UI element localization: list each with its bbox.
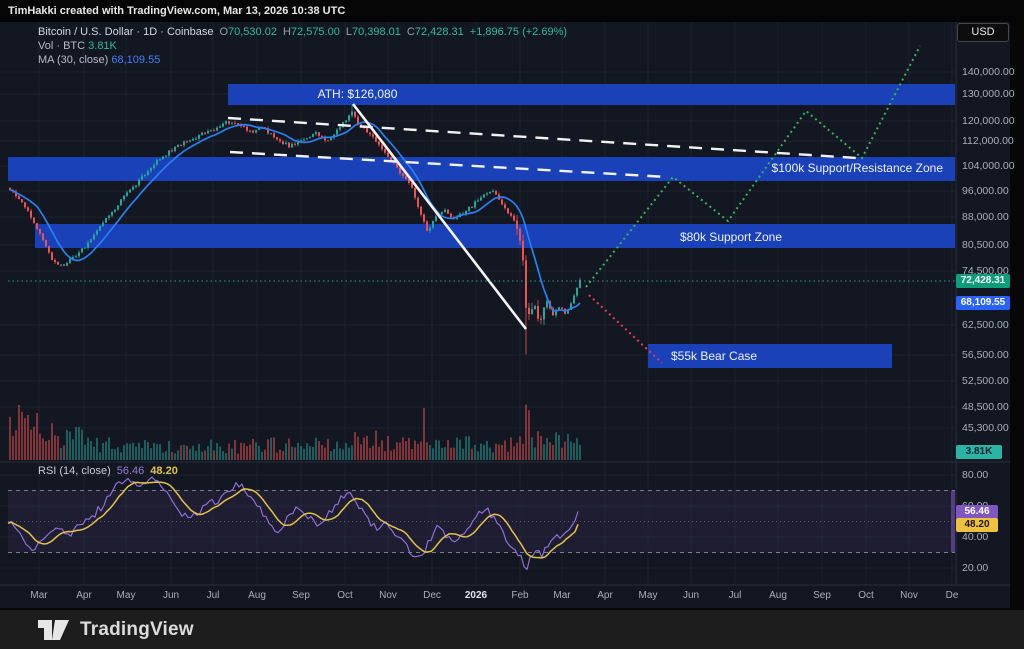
time-axis-tick: Jul xyxy=(728,590,742,601)
bear-case-label[interactable]: $55k Bear Case xyxy=(671,349,758,363)
ma-indicator-label[interactable]: MA (30, close) xyxy=(38,54,109,66)
tradingview-logo-icon[interactable] xyxy=(36,618,71,642)
time-axis-tick: Dec xyxy=(423,590,441,601)
time-axis-tick: Apr xyxy=(597,590,613,601)
price-axis-tick: 120,000.00 xyxy=(962,115,1015,127)
price-axis-tick: 88,000.00 xyxy=(962,211,1009,223)
rsi-value-badge: 56.46 xyxy=(956,505,998,519)
price-axis-tick: 48,500.00 xyxy=(962,401,1009,413)
price-axis-tick: 130,000.00 xyxy=(962,88,1015,100)
price-axis-tick: 140,000.00 xyxy=(962,66,1015,78)
time-axis-tick: Mar xyxy=(30,590,48,601)
volume-indicator-label[interactable]: Vol · BTC xyxy=(38,40,86,52)
volume-badge: 3.81K xyxy=(956,445,1002,459)
time-axis-tick: May xyxy=(638,590,658,601)
price-axis-tick: 62,500.00 xyxy=(962,319,1009,331)
ma-price-badge: 68,109.55 xyxy=(956,296,1010,310)
symbol-legend: Bitcoin / U.S. Dollar · 1D · Coinbase O70… xyxy=(38,25,567,67)
time-axis-tick: Jun xyxy=(682,590,700,601)
time-axis-tick: Nov xyxy=(900,590,918,601)
ohlc-key: C xyxy=(406,26,415,38)
time-axis-tick: Sep xyxy=(813,590,831,601)
ohlc-value: 70,398.01 xyxy=(351,26,401,38)
price-axis-tick: 20.00 xyxy=(962,562,989,574)
time-axis-tick: Mar xyxy=(553,590,571,601)
time-axis-tick: Feb xyxy=(511,590,529,601)
rsi-value: 56.46 xyxy=(116,465,145,477)
right-margin xyxy=(1010,22,1024,608)
time-axis-tick: Oct xyxy=(858,590,874,601)
ohlc-key: L xyxy=(345,26,352,38)
ohlc-key: O xyxy=(219,26,229,38)
time-axis-tick: Nov xyxy=(379,590,397,601)
volume-value: 3.81K xyxy=(88,40,117,52)
ath-band-label[interactable]: ATH: $126,080 xyxy=(317,87,398,101)
time-axis-tick: Sep xyxy=(292,590,310,601)
close-price-badge: 72,428.31 xyxy=(956,274,1010,288)
time-axis-tick: Aug xyxy=(769,590,787,601)
price-axis-tick: 104,000.00 xyxy=(962,160,1015,172)
price-axis-tick: 56,500.00 xyxy=(962,349,1009,361)
time-axis-tick: Aug xyxy=(248,590,266,601)
zone-100k-label[interactable]: $100k Support/Resistance Zone xyxy=(771,161,943,175)
price-axis-tick: 112,000.00 xyxy=(962,135,1014,147)
time-axis-tick: Apr xyxy=(76,590,92,601)
symbol-title[interactable]: Bitcoin / U.S. Dollar · 1D · Coinbase xyxy=(38,26,214,38)
chart-background xyxy=(0,22,1010,608)
rsi-ma-badge: 48.20 xyxy=(956,518,998,532)
rsi-legend: RSI (14, close) 56.46 48.20 xyxy=(38,465,178,477)
time-axis-tick: 2026 xyxy=(464,590,488,601)
tradingview-brand-text[interactable]: TradingView xyxy=(80,618,194,640)
rsi-indicator-label[interactable]: RSI (14, close) xyxy=(38,465,111,477)
time-axis-tick: De xyxy=(945,590,959,601)
time-axis-tick: Jul xyxy=(206,590,220,601)
attribution-text: TimHakki created with TradingView.com, M… xyxy=(8,5,346,17)
footer-bar: TradingView xyxy=(0,610,1024,649)
ohlc-value: 72,575.00 xyxy=(290,26,340,38)
zone-80k-label[interactable]: $80k Support Zone xyxy=(679,230,783,244)
time-axis-tick: Jun xyxy=(162,590,180,601)
ma-value: 68,109.55 xyxy=(111,54,161,66)
ohlc-values: O70,530.02 H72,575.00 L70,398.01 C72,428.31 xyxy=(213,26,463,38)
price-axis-tick: 80,500.00 xyxy=(962,239,1009,251)
currency-toggle-button[interactable]: USD xyxy=(957,23,1009,42)
time-axis-tick: May xyxy=(116,590,136,601)
price-axis-tick: 52,500.00 xyxy=(962,375,1009,387)
price-axis-tick: 40.00 xyxy=(962,531,989,543)
rsi-ma-value: 48.20 xyxy=(150,465,178,477)
change-value: +1,896.75 (+2.69%) xyxy=(469,26,568,38)
ohlc-value: 72,428.31 xyxy=(414,26,464,38)
price-axis-tick: 80.00 xyxy=(962,469,989,481)
ohlc-key: H xyxy=(282,26,291,38)
time-axis-tick: Oct xyxy=(337,590,353,601)
price-axis-tick: 45,300.00 xyxy=(962,422,1009,434)
ohlc-value: 70,530.02 xyxy=(228,26,277,38)
attribution-bar: TimHakki created with TradingView.com, M… xyxy=(0,0,1024,22)
price-axis-tick: 96,000.00 xyxy=(962,185,1009,197)
